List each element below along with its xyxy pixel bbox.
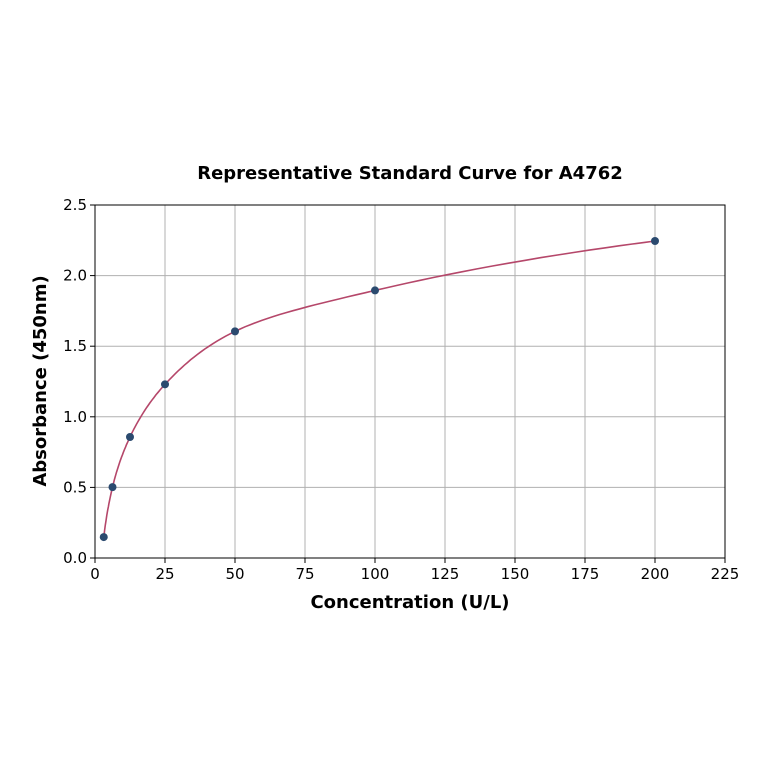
grid bbox=[94, 204, 726, 559]
x-tick-label: 0 bbox=[90, 565, 100, 583]
data-point bbox=[161, 380, 169, 389]
chart-title: Representative Standard Curve for A4762 bbox=[197, 163, 623, 184]
data-point bbox=[99, 533, 108, 542]
x-tick-label: 125 bbox=[431, 565, 460, 583]
data-point bbox=[651, 237, 659, 246]
data-point bbox=[126, 432, 134, 441]
data-point bbox=[231, 327, 239, 336]
y-tick-label: 0.5 bbox=[63, 478, 87, 496]
x-axis-label: Concentration (U/L) bbox=[310, 592, 509, 613]
x-tick-label: 25 bbox=[155, 565, 174, 583]
x-tick-label: 150 bbox=[501, 565, 530, 583]
plot-frame bbox=[94, 204, 726, 559]
fit-curve-layer bbox=[103, 240, 656, 538]
y-tick-label: 1.5 bbox=[63, 337, 87, 355]
y-axis-label: Absorbance (450nm) bbox=[30, 275, 51, 486]
x-tick-label: 175 bbox=[571, 565, 600, 583]
fit-curve bbox=[103, 240, 656, 538]
x-tick-label: 50 bbox=[225, 565, 244, 583]
data-point bbox=[371, 286, 379, 295]
x-tick-label: 225 bbox=[711, 565, 740, 583]
y-tick-label: 2.5 bbox=[63, 196, 87, 214]
x-tick-label: 75 bbox=[295, 565, 314, 583]
y-tick-label: 0.0 bbox=[63, 549, 87, 567]
data-points bbox=[99, 237, 659, 542]
x-tick-label: 200 bbox=[641, 565, 670, 583]
data-point bbox=[108, 483, 117, 492]
y-tick-label: 1.0 bbox=[63, 408, 87, 426]
axis-ticks: 0 25 50 75 100 125 150 175 200 225 0.0 0.5 1.0 1.5 2.0… bbox=[63, 196, 739, 583]
y-tick-label: 2.0 bbox=[63, 267, 87, 285]
x-tick-label: 100 bbox=[361, 565, 390, 583]
